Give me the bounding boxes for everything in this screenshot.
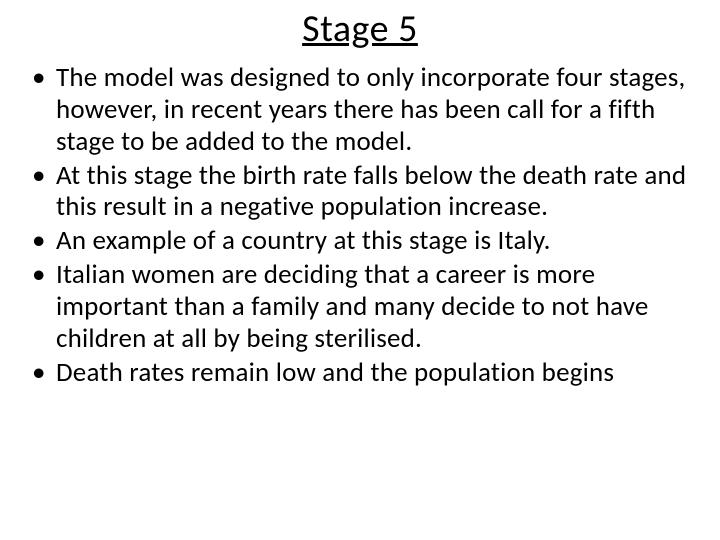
list-item: The model was designed to only incorpora… xyxy=(56,62,702,158)
list-item: An example of a country at this stage is… xyxy=(56,225,702,257)
list-item: Italian women are deciding that a career… xyxy=(56,259,702,355)
slide-title: Stage 5 xyxy=(18,6,702,52)
bullet-list: The model was designed to only incorpora… xyxy=(18,62,702,389)
slide-container: Stage 5 The model was designed to only i… xyxy=(0,0,720,540)
list-item: Death rates remain low and the populatio… xyxy=(56,357,702,389)
list-item: At this stage the birth rate falls below… xyxy=(56,160,702,224)
